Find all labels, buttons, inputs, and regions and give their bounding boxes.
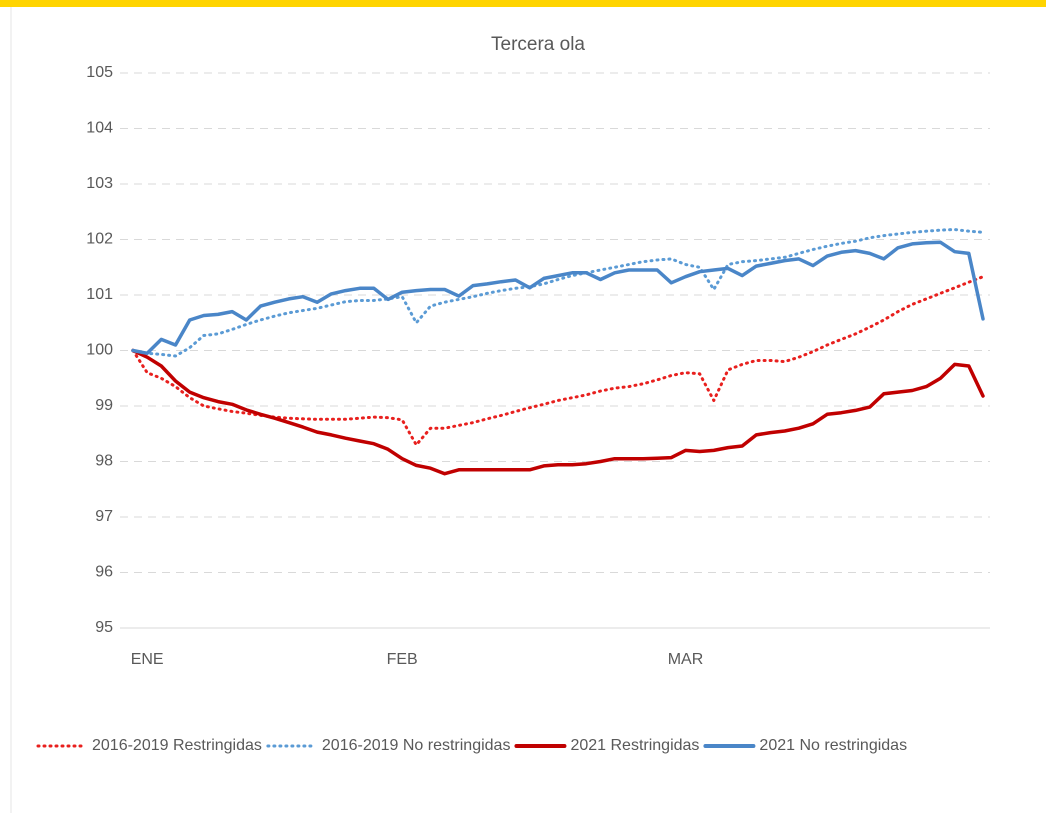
legend-label: 2021 No restringidas	[759, 737, 907, 754]
y-tick-label: 98	[95, 453, 113, 470]
x-tick-label: ENE	[131, 651, 164, 668]
y-tick-label: 97	[95, 508, 113, 525]
y-tick-label: 99	[95, 397, 113, 414]
legend-label: 2021 Restringidas	[570, 737, 699, 754]
y-tick-label: 100	[86, 342, 113, 359]
series-line	[131, 348, 985, 476]
y-tick-label: 105	[86, 64, 113, 81]
y-tick-label: 104	[86, 120, 113, 137]
y-tick-label: 101	[86, 286, 113, 303]
y-tick-label: 95	[95, 619, 113, 636]
y-tick-label: 103	[86, 175, 113, 192]
series-line	[131, 240, 985, 356]
top-bar	[0, 0, 1046, 7]
legend-label: 2016-2019 Restringidas	[92, 737, 262, 754]
chart-title: Tercera ola	[491, 34, 585, 55]
x-tick-label: FEB	[387, 651, 418, 668]
series-line	[131, 228, 985, 358]
legend-label: 2016-2019 No restringidas	[322, 737, 511, 754]
y-tick-label: 102	[86, 231, 113, 248]
x-tick-label: MAR	[668, 651, 704, 668]
y-tick-label: 96	[95, 564, 113, 581]
